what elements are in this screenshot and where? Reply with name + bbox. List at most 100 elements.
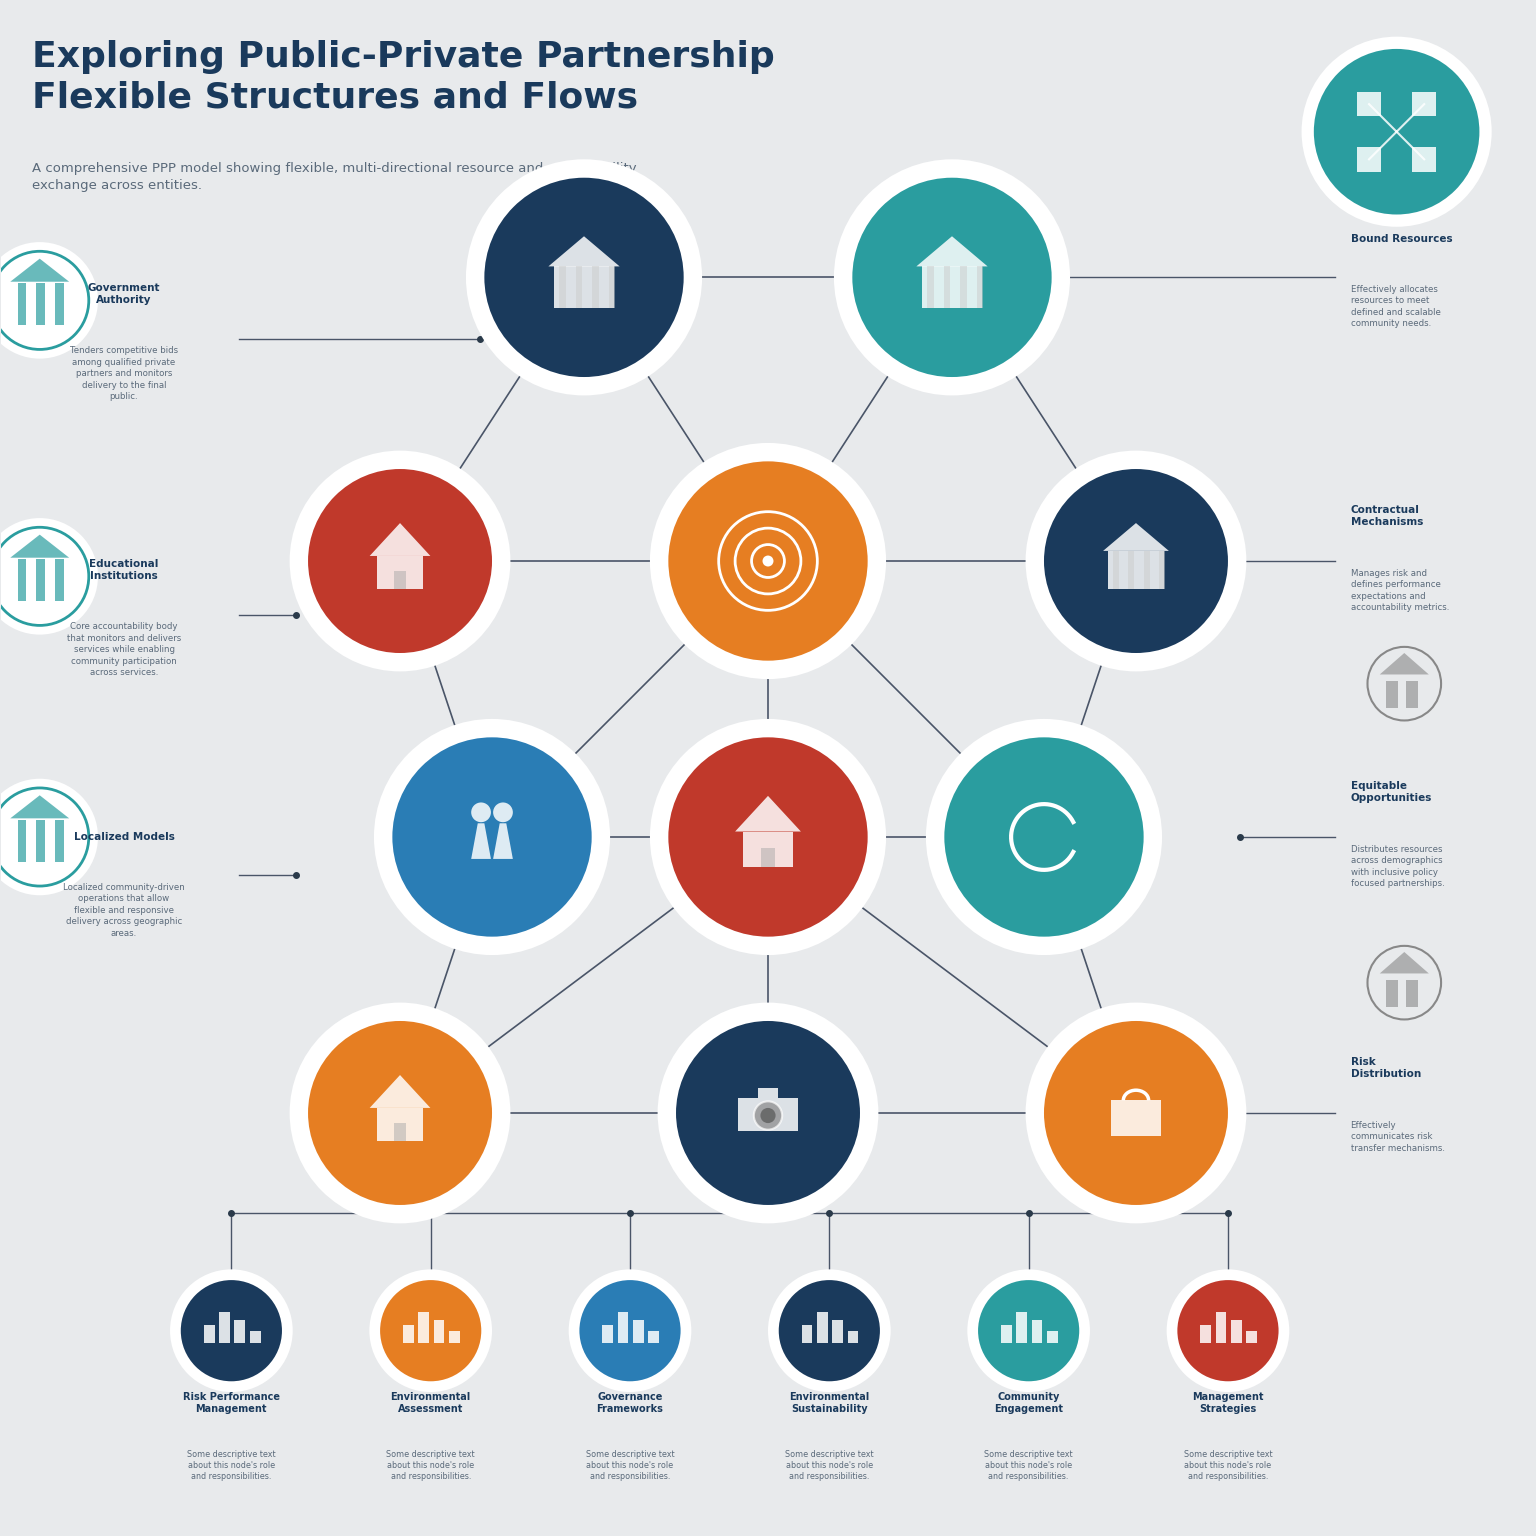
- Bar: [204, 1324, 215, 1342]
- Circle shape: [754, 1101, 782, 1129]
- Circle shape: [373, 719, 610, 955]
- Circle shape: [1026, 450, 1246, 671]
- Bar: [1032, 1319, 1043, 1342]
- Text: A comprehensive PPP model showing flexible, multi-directional resource and respo: A comprehensive PPP model showing flexib…: [32, 163, 637, 192]
- Bar: [922, 266, 982, 307]
- Circle shape: [309, 468, 492, 653]
- Bar: [1246, 1330, 1256, 1342]
- Polygon shape: [11, 535, 69, 558]
- Text: Tenders competitive bids
among qualified private
partners and monitors
delivery : Tenders competitive bids among qualified…: [71, 346, 178, 401]
- Text: Distributes resources
across demographics
with inclusive policy
focused partners: Distributes resources across demographic…: [1350, 845, 1444, 888]
- Circle shape: [676, 1021, 860, 1204]
- Text: Some descriptive text
about this node's role
and responsibilities.: Some descriptive text about this node's …: [1184, 1450, 1272, 1482]
- Circle shape: [1301, 37, 1491, 227]
- Polygon shape: [472, 823, 492, 859]
- Bar: [1230, 1319, 1241, 1342]
- Polygon shape: [736, 796, 800, 831]
- Text: Localized Models: Localized Models: [74, 831, 175, 842]
- Bar: [559, 266, 565, 307]
- Bar: [17, 559, 26, 601]
- Text: Some descriptive text
about this node's role
and responsibilities.: Some descriptive text about this node's …: [187, 1450, 275, 1482]
- Text: Some descriptive text
about this node's role
and responsibilities.: Some descriptive text about this node's …: [585, 1450, 674, 1482]
- Bar: [1405, 680, 1418, 708]
- Bar: [977, 266, 983, 307]
- Bar: [743, 831, 793, 868]
- Text: Contractual
Mechanisms: Contractual Mechanisms: [1350, 505, 1422, 527]
- Circle shape: [852, 178, 1052, 376]
- Polygon shape: [548, 237, 619, 266]
- Circle shape: [668, 461, 868, 660]
- Text: Risk Performance
Management: Risk Performance Management: [183, 1392, 280, 1415]
- Text: Government
Authority: Government Authority: [88, 283, 160, 306]
- Bar: [576, 266, 582, 307]
- Circle shape: [945, 737, 1144, 937]
- Bar: [1385, 980, 1398, 1008]
- Polygon shape: [1379, 952, 1428, 974]
- Circle shape: [1167, 1269, 1289, 1392]
- Bar: [220, 1312, 230, 1342]
- Bar: [17, 283, 26, 326]
- Bar: [378, 1107, 422, 1141]
- Bar: [418, 1312, 429, 1342]
- Circle shape: [493, 802, 513, 822]
- Polygon shape: [370, 524, 430, 556]
- Circle shape: [762, 556, 774, 567]
- Bar: [449, 1330, 459, 1342]
- Bar: [55, 559, 65, 601]
- Text: Some descriptive text
about this node's role
and responsibilities.: Some descriptive text about this node's …: [985, 1450, 1074, 1482]
- Bar: [1405, 980, 1418, 1008]
- Bar: [943, 266, 951, 307]
- Circle shape: [1026, 1003, 1246, 1223]
- Bar: [1129, 551, 1135, 588]
- Bar: [393, 571, 406, 588]
- Polygon shape: [493, 823, 513, 859]
- Circle shape: [392, 737, 591, 937]
- Bar: [1356, 147, 1381, 172]
- Bar: [617, 1312, 628, 1342]
- Circle shape: [170, 1269, 293, 1392]
- Circle shape: [568, 1269, 691, 1392]
- Text: Core accountability body
that monitors and delivers
services while enabling
comm: Core accountability body that monitors a…: [68, 622, 181, 677]
- Circle shape: [290, 450, 510, 671]
- Polygon shape: [1379, 653, 1428, 674]
- Circle shape: [379, 1279, 481, 1381]
- Circle shape: [0, 518, 98, 634]
- Bar: [250, 1330, 261, 1342]
- Text: Some descriptive text
about this node's role
and responsibilities.: Some descriptive text about this node's …: [387, 1450, 475, 1482]
- Circle shape: [926, 719, 1163, 955]
- Circle shape: [657, 1003, 879, 1223]
- Circle shape: [779, 1279, 880, 1381]
- Bar: [1412, 147, 1436, 172]
- Bar: [393, 1123, 406, 1141]
- Text: Localized community-driven
operations that allow
flexible and responsive
deliver: Localized community-driven operations th…: [63, 883, 184, 938]
- Bar: [928, 266, 934, 307]
- Text: Community
Engagement: Community Engagement: [994, 1392, 1063, 1415]
- Text: Environmental
Assessment: Environmental Assessment: [390, 1392, 472, 1415]
- Circle shape: [834, 160, 1071, 395]
- Bar: [37, 283, 45, 326]
- Bar: [235, 1319, 246, 1342]
- Text: Governance
Frameworks: Governance Frameworks: [596, 1392, 664, 1415]
- Bar: [37, 559, 45, 601]
- Bar: [1107, 551, 1164, 588]
- Bar: [633, 1319, 644, 1342]
- Text: Environmental
Sustainability: Environmental Sustainability: [790, 1392, 869, 1415]
- Circle shape: [1044, 468, 1227, 653]
- Bar: [1001, 1324, 1012, 1342]
- Bar: [802, 1324, 813, 1342]
- Circle shape: [0, 779, 98, 895]
- Bar: [1048, 1330, 1058, 1342]
- Text: Some descriptive text
about this node's role
and responsibilities.: Some descriptive text about this node's …: [785, 1450, 874, 1482]
- Circle shape: [668, 737, 868, 937]
- Circle shape: [978, 1279, 1080, 1381]
- Bar: [737, 1098, 799, 1130]
- Circle shape: [309, 1021, 492, 1204]
- Text: Exploring Public-Private Partnership
Flexible Structures and Flows: Exploring Public-Private Partnership Fle…: [32, 40, 774, 115]
- Bar: [608, 266, 616, 307]
- Bar: [1158, 551, 1164, 588]
- Bar: [433, 1319, 444, 1342]
- Text: Management
Strategies: Management Strategies: [1192, 1392, 1264, 1415]
- Circle shape: [579, 1279, 680, 1381]
- Circle shape: [968, 1269, 1091, 1392]
- Bar: [848, 1330, 859, 1342]
